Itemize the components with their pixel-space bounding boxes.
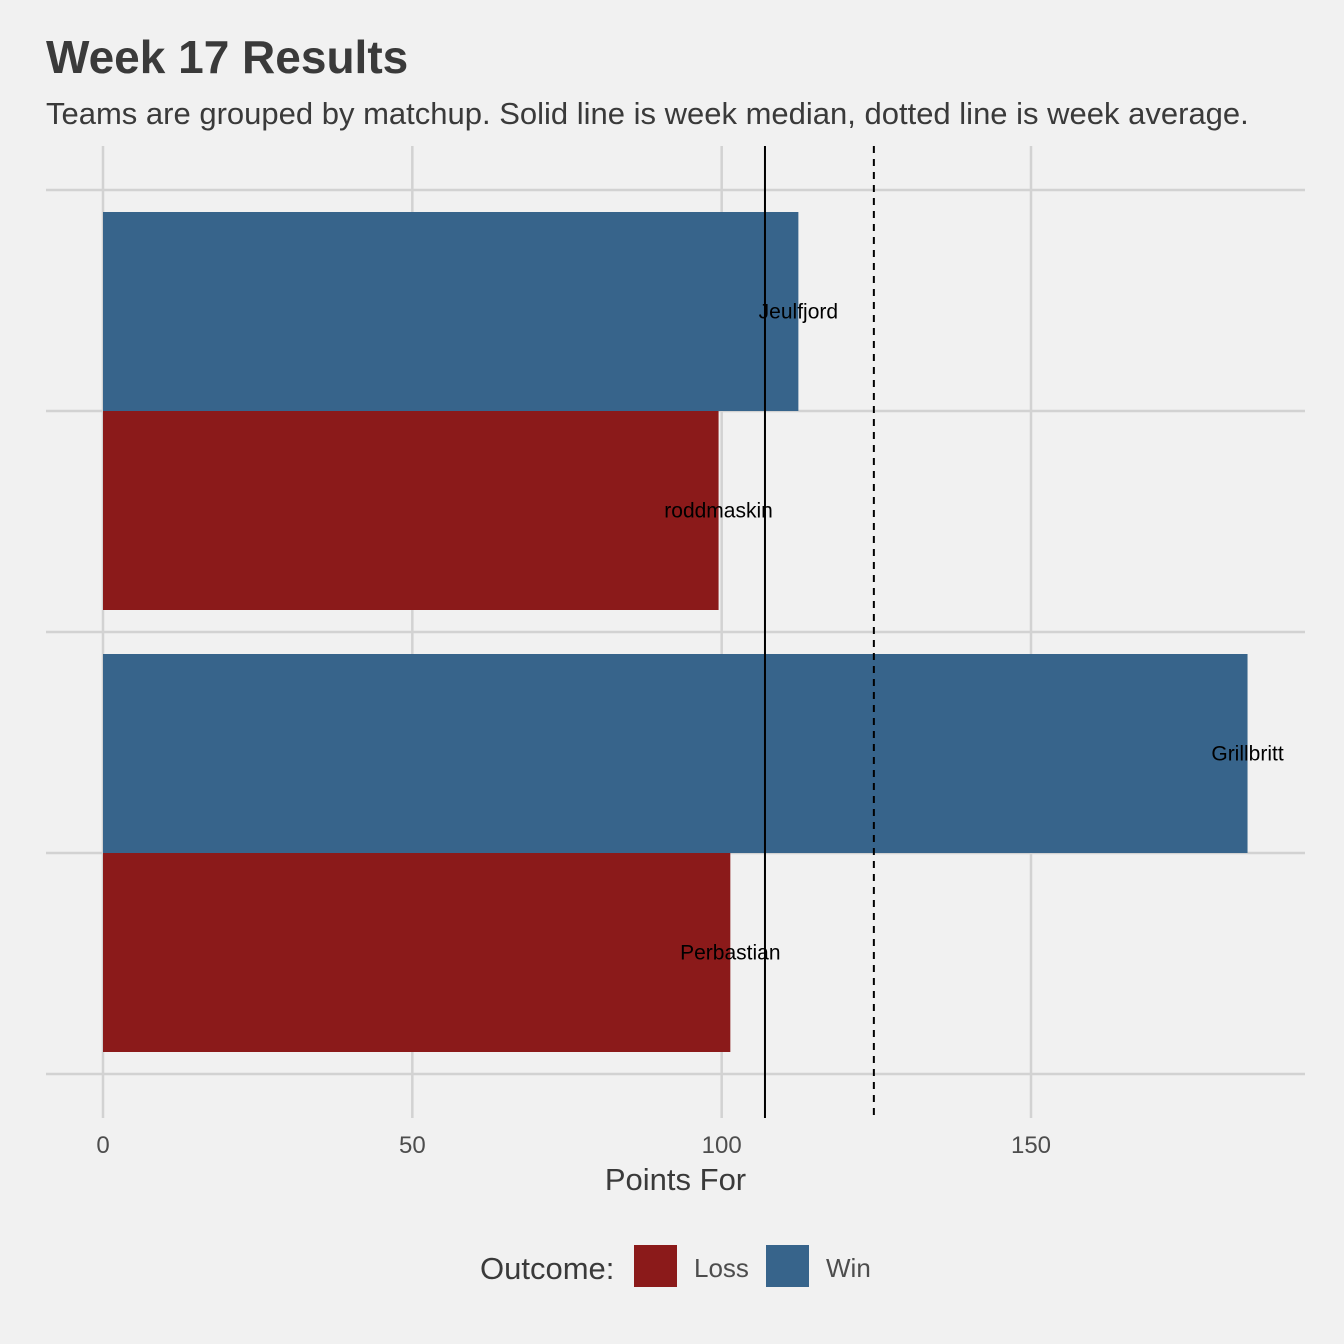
bar-label-jeulfjord: Jeulfjord bbox=[759, 301, 838, 324]
legend-title: Outcome: bbox=[480, 1251, 614, 1286]
bar-jeulfjord bbox=[103, 212, 799, 411]
bar-label-grillbritt: Grillbritt bbox=[1211, 743, 1283, 766]
bars bbox=[103, 212, 1248, 1052]
reference-lines bbox=[763, 146, 875, 1118]
x-tick-label-150: 150 bbox=[1011, 1132, 1051, 1159]
bar-roddmaskin bbox=[103, 411, 719, 610]
chart-subtitle: Teams are grouped by matchup. Solid line… bbox=[46, 96, 1249, 131]
bar-label-roddmaskin: roddmaskin bbox=[664, 500, 773, 523]
bar-labels: Jeulfjord roddmaskin Grillbritt Perbastian bbox=[664, 301, 1284, 965]
legend: Outcome: Loss Win bbox=[480, 1245, 871, 1287]
legend-label-win: Win bbox=[826, 1253, 871, 1283]
x-tick-label-0: 0 bbox=[96, 1132, 109, 1159]
chart-title: Week 17 Results bbox=[46, 31, 409, 83]
x-tick-label-100: 100 bbox=[702, 1132, 742, 1159]
legend-label-loss: Loss bbox=[694, 1253, 749, 1283]
legend-swatch-win bbox=[766, 1245, 809, 1287]
bar-perbastian bbox=[103, 853, 731, 1052]
x-axis: 0 50 100 150 Points For bbox=[96, 1132, 1051, 1197]
bar-grillbritt bbox=[103, 654, 1248, 853]
x-axis-title: Points For bbox=[605, 1162, 746, 1197]
bar-label-perbastian: Perbastian bbox=[680, 942, 780, 965]
x-tick-label-50: 50 bbox=[399, 1132, 426, 1159]
legend-swatch-loss bbox=[634, 1245, 677, 1287]
